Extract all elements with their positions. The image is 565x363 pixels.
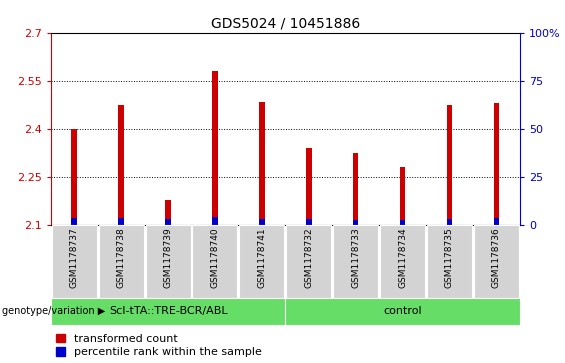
Bar [494,218,499,225]
Bar [494,103,499,225]
Bar [400,167,405,225]
Bar [400,220,405,225]
Bar [353,220,358,225]
Text: GSM1178734: GSM1178734 [398,227,407,288]
Text: GSM1178739: GSM1178739 [164,227,172,288]
Title: GDS5024 / 10451886: GDS5024 / 10451886 [211,16,360,30]
Text: control: control [383,306,422,316]
Bar [166,219,171,225]
Bar [353,153,358,225]
FancyBboxPatch shape [333,225,378,298]
Text: GSM1178733: GSM1178733 [351,227,360,288]
FancyBboxPatch shape [193,225,237,298]
FancyBboxPatch shape [51,298,285,325]
Bar [212,217,218,225]
Bar [119,106,124,225]
FancyBboxPatch shape [286,225,331,298]
Text: ScI-tTA::TRE-BCR/ABL: ScI-tTA::TRE-BCR/ABL [109,306,227,316]
Bar [447,106,452,225]
Legend: transformed count, percentile rank within the sample: transformed count, percentile rank withi… [56,334,262,358]
Text: GSM1178738: GSM1178738 [117,227,125,288]
FancyBboxPatch shape [285,298,520,325]
Bar [447,219,452,225]
FancyBboxPatch shape [474,225,519,298]
Bar [259,219,264,225]
Bar [306,219,311,225]
Bar [212,70,218,225]
FancyBboxPatch shape [146,225,190,298]
FancyBboxPatch shape [380,225,425,298]
Text: GSM1178740: GSM1178740 [211,227,219,288]
Bar [119,218,124,225]
Bar [306,148,311,225]
Text: GSM1178735: GSM1178735 [445,227,454,288]
FancyBboxPatch shape [240,225,284,298]
Text: GSM1178732: GSM1178732 [305,227,313,288]
Bar [72,218,77,225]
Text: GSM1178741: GSM1178741 [258,227,266,288]
FancyBboxPatch shape [427,225,472,298]
Bar [259,102,264,225]
FancyBboxPatch shape [52,225,97,298]
Text: GSM1178736: GSM1178736 [492,227,501,288]
Text: genotype/variation ▶: genotype/variation ▶ [2,306,105,316]
Bar [72,129,77,225]
Bar [166,200,171,225]
FancyBboxPatch shape [99,225,144,298]
Text: GSM1178737: GSM1178737 [70,227,79,288]
